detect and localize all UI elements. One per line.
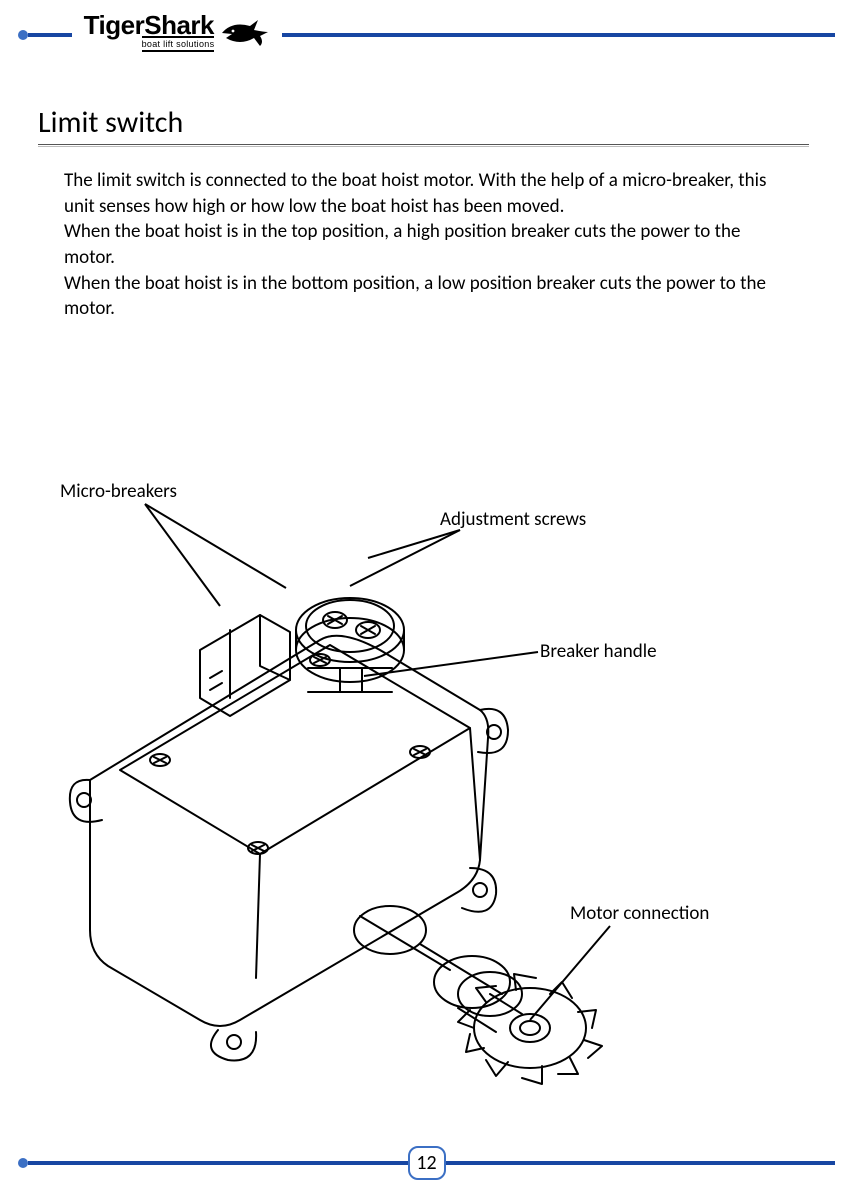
callout-micro-breakers: Micro-breakers [60, 480, 177, 503]
rule-dot-left [18, 30, 28, 40]
brand-logo: TigerShark boat lift solutions [72, 12, 282, 54]
rule-line-right [282, 33, 835, 37]
section-title: Limit switch [38, 104, 183, 145]
body-paragraph: The limit switch is connected to the boa… [64, 168, 795, 322]
shark-icon [220, 18, 270, 48]
rule-seg-left [28, 33, 72, 37]
callout-line-adjustment-screws [350, 530, 460, 586]
rule-dot-left-bottom [18, 1158, 28, 1168]
logo-text-wrap: TigerShark boat lift solutions [84, 14, 215, 51]
diagram-svg [50, 480, 810, 1100]
callout-line-micro-breakers [145, 504, 220, 606]
title-underline [38, 144, 809, 147]
callout-adjustment-screws: Adjustment screws [440, 508, 586, 531]
logo-sub: boat lift solutions [142, 36, 215, 52]
logo-main: TigerShark [84, 14, 215, 37]
callout-motor-connection: Motor connection [570, 902, 709, 925]
callout-line-motor-connection [530, 926, 610, 1020]
callout-breaker-handle: Breaker handle [540, 640, 657, 663]
callout-line-micro-breakers [145, 504, 286, 588]
limit-switch-diagram: Micro-breakers Adjustment screws Breaker h… [50, 480, 810, 1100]
page-number: 12 [408, 1146, 446, 1180]
